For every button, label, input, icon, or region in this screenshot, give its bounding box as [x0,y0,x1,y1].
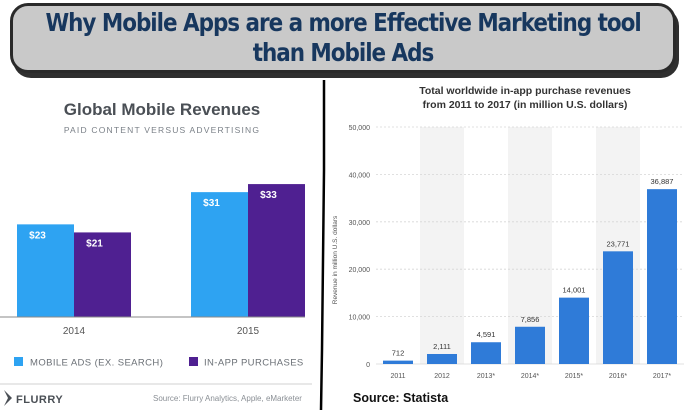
legend-swatch-mobile-ads [14,357,23,366]
x-tick-label: 2015* [565,373,584,380]
bar-2014-in-app [74,232,131,317]
bar-value-label: 7,856 [521,315,540,324]
legend-swatch-in-app [189,357,198,366]
flurry-logo-text: FLURRY [16,394,63,406]
y-axis-label: Revenue in million U.S. dollars [332,215,339,304]
bar-2012 [427,353,457,364]
bar-value-label: $33 [260,190,277,201]
bar-2014 [515,326,545,364]
bar-value-label: 36,887 [651,177,674,186]
bar-value-label: $21 [86,238,103,249]
y-tick-label: 30,000 [349,220,371,227]
column-band [508,127,552,364]
x-tick-label: 2017* [653,373,672,380]
x-tick-label: 2014* [521,373,540,380]
bar-2014-mobile-ads [17,224,74,317]
statista-chart: Total worldwide in-app purchase revenues… [332,85,684,405]
x-tick-label: 2014 [63,326,86,337]
chart-subtitle: PAID CONTENT VERSUS ADVERTISING [64,125,260,135]
legend-label-in-app: IN-APP PURCHASES [204,358,304,369]
flurry-logo-icon [4,390,12,406]
y-tick-label: 0 [366,362,370,369]
x-tick-label: 2013* [477,373,496,380]
chart-title: Global Mobile Revenues [64,100,261,119]
bar-value-label: $23 [29,230,46,241]
bar-2013 [471,342,501,364]
statista-title-line-1: Total worldwide in-app purchase revenues [419,85,631,97]
bar-value-label: $31 [203,198,220,209]
bar-2016 [603,251,633,364]
legend-label-mobile-ads: MOBILE ADS (EX. SEARCH) [30,358,163,369]
bar-2015-mobile-ads [191,192,248,317]
y-tick-label: 50,000 [349,125,371,132]
bar-value-label: 23,771 [607,239,630,248]
bar-2017 [647,189,677,364]
x-tick-label: 2016* [609,373,628,380]
column-band [420,127,464,364]
title-banner: Why Mobile Apps are a more Effective Mar… [10,3,676,73]
bar-2015-in-app [248,184,305,317]
y-tick-label: 20,000 [349,267,371,274]
bar-value-label: 712 [392,349,405,358]
panel-divider [319,80,326,410]
bar-value-label: 4,591 [477,330,496,339]
bar-value-label: 2,111 [433,342,451,351]
title-line-2: than Mobile Ads [252,38,435,67]
bar-2015 [559,297,589,364]
x-tick-label: 2011 [390,373,405,380]
bar-2011 [383,360,413,364]
flurry-logo: FLURRY [4,390,63,406]
title-line-1: Why Mobile Apps are a more Effective Mar… [45,8,641,37]
bar-value-label: 14,001 [563,286,586,295]
y-tick-label: 40,000 [349,172,371,179]
y-tick-label: 10,000 [349,315,371,322]
statista-title-line-2: from 2011 to 2017 (in million U.S. dolla… [423,99,628,111]
x-tick-label: 2012 [434,373,450,380]
flurry-chart: Global Mobile Revenues PAID CONTENT VERS… [0,100,312,406]
statista-source: Source: Statista [353,391,449,405]
x-tick-label: 2015 [237,326,260,337]
flurry-source: Source: Flurry Analytics, Apple, eMarket… [153,394,302,403]
